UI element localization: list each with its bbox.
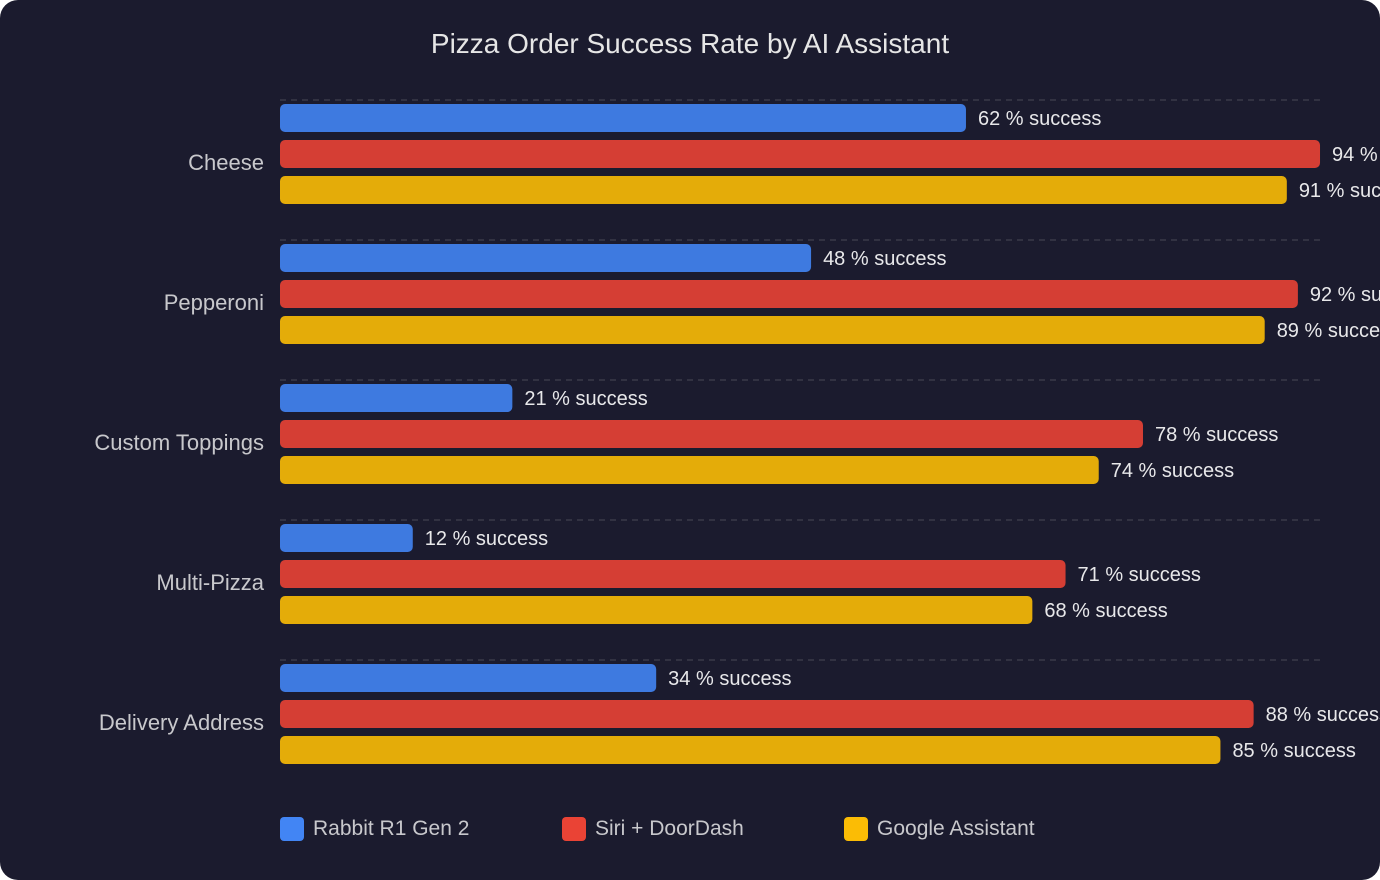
category-label: Custom Toppings xyxy=(94,430,264,455)
bar-rabbit-r1-gen-2 xyxy=(280,384,513,412)
legend: Rabbit R1 Gen 2 Siri + DoorDash Google Ass… xyxy=(280,817,1126,841)
category-label: Multi-Pizza xyxy=(156,570,264,595)
category-label: Cheese xyxy=(188,150,264,175)
bar-siri-doordash xyxy=(280,140,1321,168)
category-label: Pepperoni xyxy=(164,290,264,315)
value-label: 62 % success xyxy=(978,108,1101,130)
legend-item[interactable]: Siri + DoorDash xyxy=(562,817,844,841)
value-label: 21 % success xyxy=(524,388,647,410)
value-label: 92 % success xyxy=(1310,284,1380,306)
bar-google-assistant xyxy=(280,456,1099,484)
value-label: 12 % success xyxy=(425,528,548,550)
bar-google-assistant xyxy=(280,316,1265,344)
value-label: 94 % success xyxy=(1332,144,1380,166)
legend-swatch xyxy=(280,817,304,841)
bar-siri-doordash xyxy=(280,560,1066,588)
value-label: 88 % success xyxy=(1266,704,1380,726)
legend-label: Google Assistant xyxy=(877,817,1035,840)
value-label: 68 % success xyxy=(1044,600,1167,622)
legend-swatch xyxy=(844,817,868,841)
bar-rabbit-r1-gen-2 xyxy=(280,104,966,132)
bar-siri-doordash xyxy=(280,420,1143,448)
value-label: 91 % success xyxy=(1299,180,1380,202)
value-label: 78 % success xyxy=(1155,424,1278,446)
bar-siri-doordash xyxy=(280,700,1254,728)
bar-google-assistant xyxy=(280,736,1221,764)
value-label: 48 % success xyxy=(823,248,946,270)
value-label: 71 % success xyxy=(1078,564,1201,586)
legend-label: Siri + DoorDash xyxy=(595,817,744,840)
value-label: 34 % success xyxy=(668,668,791,690)
bar-rabbit-r1-gen-2 xyxy=(280,524,413,552)
bar-google-assistant xyxy=(280,176,1287,204)
legend-label: Rabbit R1 Gen 2 xyxy=(313,817,470,840)
category-label: Delivery Address xyxy=(99,710,264,735)
value-label: 89 % success xyxy=(1277,320,1380,342)
legend-swatch xyxy=(562,817,586,841)
value-label: 85 % success xyxy=(1232,740,1355,762)
bar-siri-doordash xyxy=(280,280,1298,308)
legend-item[interactable]: Rabbit R1 Gen 2 xyxy=(280,817,562,841)
bar-rabbit-r1-gen-2 xyxy=(280,244,812,272)
bar-rabbit-r1-gen-2 xyxy=(280,664,657,692)
bar-google-assistant xyxy=(280,596,1033,624)
value-label: 74 % success xyxy=(1111,460,1234,482)
legend-item[interactable]: Google Assistant xyxy=(844,817,1126,841)
chart-title: Pizza Order Success Rate by AI Assistant xyxy=(430,28,950,59)
